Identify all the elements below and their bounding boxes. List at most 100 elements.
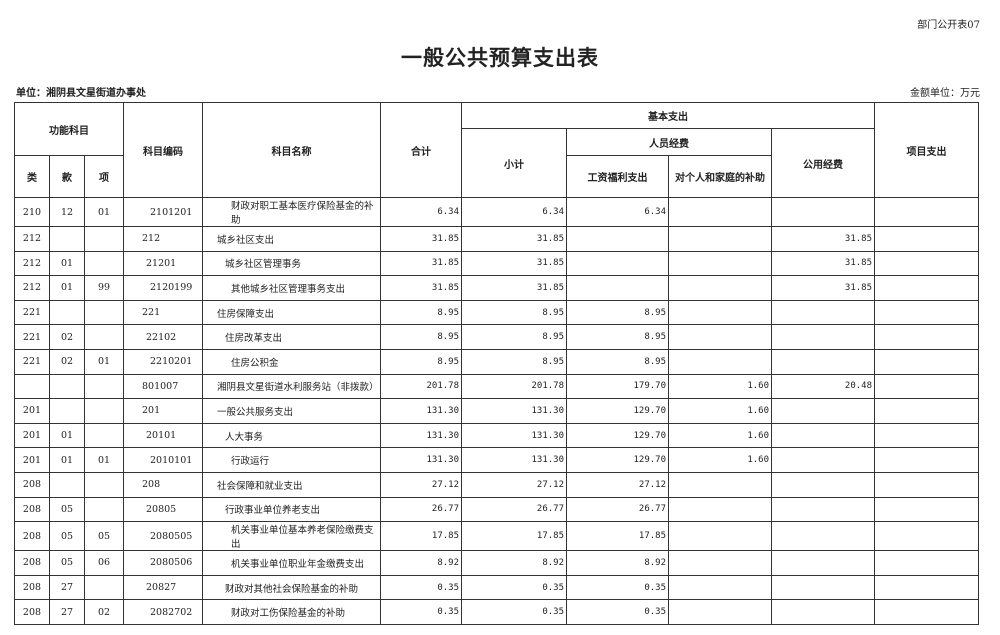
cell-wage: 0.35: [566, 574, 669, 601]
cell-name: 机关事业单位职业年金缴费支出: [202, 550, 381, 576]
budget-table: 功能科目 科目编码 科目名称 合计 基本支出 项目支出 小计 人员经费 公用经费…: [14, 102, 979, 625]
cell-project: [874, 471, 979, 498]
cell-subtotal: 31.85: [461, 226, 567, 252]
header-wage: 工资福利支出: [566, 155, 669, 198]
table-row: 221 221 住房保障支出 8.95 8.95 8.95: [14, 299, 979, 326]
cell-name: 城乡社区支出: [202, 226, 381, 252]
cell-total: 26.77: [380, 496, 462, 523]
cell-public: [771, 348, 875, 375]
header-basic: 基本支出: [461, 102, 875, 129]
cell-wage: 179.70: [566, 373, 669, 400]
cell-project: [874, 599, 979, 625]
cell-xiang: [84, 299, 124, 326]
table-row: 221 02 01 2210201 住房公积金 8.95 8.95 8.95: [14, 348, 979, 375]
cell-code: 20101: [123, 422, 203, 449]
cell-total: 17.85: [380, 521, 462, 552]
cell-code: 21201: [123, 250, 203, 277]
form-number: 部门公开表07: [917, 20, 980, 31]
cell-project: [874, 550, 979, 576]
cell-project: [874, 496, 979, 523]
cell-lei: 212: [14, 275, 50, 301]
cell-wage: 27.12: [566, 471, 669, 498]
cell-lei: 208: [14, 471, 50, 498]
cell-wage: 129.70: [566, 422, 669, 449]
cell-indiv: 1.60: [668, 373, 772, 400]
header-xiang: 项: [84, 155, 124, 198]
cell-total: 31.85: [380, 275, 462, 301]
cell-code: 2101201: [123, 197, 203, 227]
cell-wage: 8.92: [566, 550, 669, 576]
cell-project: [874, 197, 979, 227]
cell-name: 财政对职工基本医疗保险基金的补助: [202, 197, 381, 227]
cell-public: [771, 197, 875, 227]
cell-wage: [566, 275, 669, 301]
cell-name: 湘阴县文星街道水利服务站（非拨款）: [202, 373, 381, 400]
cell-wage: 17.85: [566, 521, 669, 552]
cell-public: [771, 574, 875, 601]
cell-wage: [566, 226, 669, 252]
cell-xiang: [84, 398, 124, 424]
cell-lei: 212: [14, 226, 50, 252]
cell-wage: [566, 250, 669, 277]
cell-project: [874, 324, 979, 350]
cell-kuan: 05: [49, 496, 85, 523]
table-row: 212 01 99 2120199 其他城乡社区管理事务支出 31.85 31.85 31.8…: [14, 275, 979, 301]
table-row: 208 27 02 2082702 财政对工伤保险基金的补助 0.35 0.35 0.35: [14, 599, 979, 625]
cell-wage: 8.95: [566, 348, 669, 375]
header-lei: 类: [14, 155, 50, 198]
cell-xiang: 01: [84, 197, 124, 227]
cell-public: 20.48: [771, 373, 875, 400]
cell-indiv: [668, 197, 772, 227]
cell-xiang: [84, 496, 124, 523]
cell-indiv: 1.60: [668, 422, 772, 449]
cell-public: [771, 550, 875, 576]
cell-project: [874, 250, 979, 277]
cell-subtotal: 26.77: [461, 496, 567, 523]
cell-public: 31.85: [771, 226, 875, 252]
cell-total: 201.78: [380, 373, 462, 400]
cell-total: 0.35: [380, 599, 462, 625]
cell-code: 20827: [123, 574, 203, 601]
cell-wage: 129.70: [566, 447, 669, 473]
cell-public: [771, 521, 875, 552]
cell-subtotal: 201.78: [461, 373, 567, 400]
table-row: 208 05 06 2080506 机关事业单位职业年金缴费支出 8.92 8.92 8.92: [14, 550, 979, 576]
cell-xiang: 01: [84, 447, 124, 473]
cell-xiang: 01: [84, 348, 124, 375]
cell-lei: [14, 373, 50, 400]
cell-project: [874, 398, 979, 424]
cell-public: 31.85: [771, 275, 875, 301]
cell-kuan: 02: [49, 324, 85, 350]
cell-total: 27.12: [380, 471, 462, 498]
cell-lei: 201: [14, 447, 50, 473]
cell-kuan: 01: [49, 250, 85, 277]
table-row: 201 201 一般公共服务支出 131.30 131.30 129.70 1.60: [14, 398, 979, 424]
cell-indiv: [668, 226, 772, 252]
cell-kuan: [49, 471, 85, 498]
cell-wage: 6.34: [566, 197, 669, 227]
cell-public: [771, 496, 875, 523]
cell-kuan: 27: [49, 574, 85, 601]
cell-indiv: [668, 275, 772, 301]
cell-indiv: [668, 250, 772, 277]
cell-code: 212: [123, 226, 203, 252]
cell-indiv: [668, 521, 772, 552]
table-row: 201 01 01 2010101 行政运行 131.30 131.30 129.70 1.60: [14, 447, 979, 473]
cell-xiang: [84, 373, 124, 400]
cell-xiang: [84, 226, 124, 252]
cell-subtotal: 8.95: [461, 324, 567, 350]
cell-total: 8.92: [380, 550, 462, 576]
cell-name: 财政对其他社会保险基金的补助: [202, 574, 381, 601]
cell-total: 131.30: [380, 398, 462, 424]
cell-wage: 8.95: [566, 299, 669, 326]
cell-subtotal: 6.34: [461, 197, 567, 227]
cell-xiang: [84, 422, 124, 449]
cell-subtotal: 31.85: [461, 275, 567, 301]
cell-public: [771, 447, 875, 473]
cell-xiang: 05: [84, 521, 124, 552]
cell-total: 131.30: [380, 422, 462, 449]
cell-public: [771, 471, 875, 498]
cell-indiv: [668, 599, 772, 625]
cell-kuan: 02: [49, 348, 85, 375]
cell-subtotal: 0.35: [461, 599, 567, 625]
